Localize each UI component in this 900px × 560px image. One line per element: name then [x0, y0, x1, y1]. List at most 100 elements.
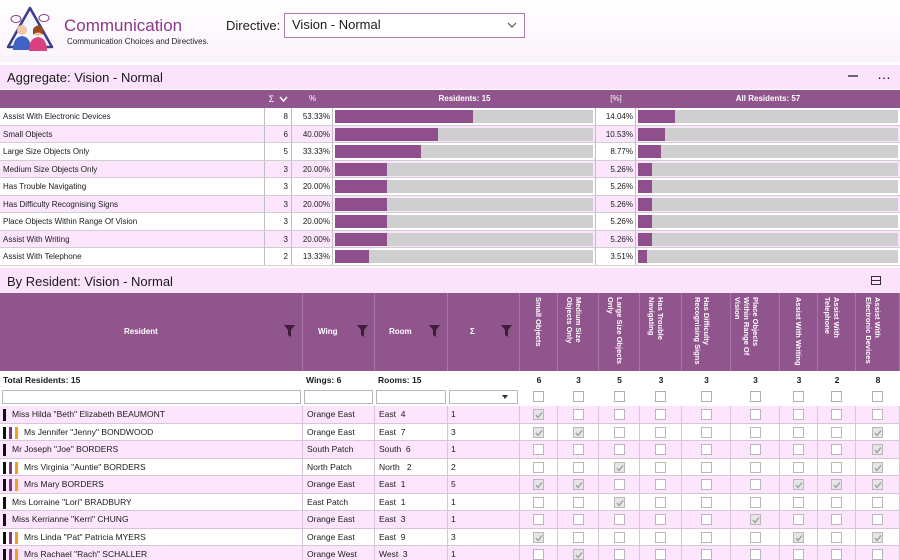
resident-checkbox[interactable]: [533, 531, 544, 543]
resident-checkbox[interactable]: [533, 479, 544, 490]
aggregate-row[interactable]: Assist With Telephone 2 13.33% 3.51%: [0, 248, 900, 266]
room-filter-input[interactable]: [376, 390, 446, 404]
resident-row[interactable]: Mr Joseph "Joe" BORDERS South Patch South …: [0, 441, 900, 459]
check-filter-checkbox[interactable]: [613, 391, 625, 402]
resident-checkbox[interactable]: [831, 531, 842, 543]
grid-view-icon[interactable]: [856, 268, 895, 293]
directive-select[interactable]: Vision - Normal: [284, 13, 525, 38]
resident-name[interactable]: Mrs Mary BORDERS: [24, 479, 104, 489]
resident-checkbox[interactable]: [872, 426, 883, 438]
resident-checkbox[interactable]: [872, 479, 883, 490]
resident-checkbox[interactable]: [613, 549, 625, 560]
filter-icon[interactable]: [501, 325, 512, 337]
filter-icon[interactable]: [429, 325, 440, 337]
resident-checkbox[interactable]: [655, 496, 666, 508]
resident-column-header[interactable]: Resident: [0, 293, 303, 371]
resident-checkbox[interactable]: [700, 514, 712, 525]
resident-checkbox[interactable]: [831, 479, 842, 490]
resident-checkbox[interactable]: [831, 514, 842, 525]
resident-name[interactable]: Ms Jennifer "Jenny" BONDWOOD: [24, 426, 154, 437]
resident-name[interactable]: Mrs Rachael "Rach" SCHALLER: [24, 549, 148, 559]
resident-checkbox[interactable]: [655, 409, 666, 420]
resident-checkbox[interactable]: [655, 549, 666, 560]
check-filter-checkbox[interactable]: [533, 391, 544, 402]
aggregate-row[interactable]: Has Difficulty Recognising Signs 3 20.00% 5…: [0, 195, 900, 213]
wing-filter-input[interactable]: [304, 390, 373, 404]
resident-name[interactable]: Mrs Virginia "Auntie" BORDERS: [24, 461, 146, 472]
aggregate-row[interactable]: Has Trouble Navigating 3 20.00% 5.26%: [0, 178, 900, 196]
resident-checkbox[interactable]: [533, 409, 544, 420]
resident-checkbox[interactable]: [613, 496, 625, 508]
resident-name[interactable]: Mr Joseph "Joe" BORDERS: [12, 444, 119, 454]
resident-checkbox[interactable]: [572, 496, 584, 508]
resident-checkbox[interactable]: [613, 531, 625, 543]
check-column-header[interactable]: Large Size Objects Only: [599, 293, 640, 371]
resident-checkbox[interactable]: [872, 409, 883, 420]
filter-icon[interactable]: [357, 325, 368, 337]
resident-checkbox[interactable]: [700, 549, 712, 560]
check-column-header[interactable]: Medium Size Objects Only: [558, 293, 599, 371]
resident-row[interactable]: Mrs Mary BORDERS Orange East East 1 5: [0, 476, 900, 494]
aggregate-row[interactable]: Medium Size Objects Only 3 20.00% 5.26%: [0, 160, 900, 178]
resident-checkbox[interactable]: [831, 409, 842, 420]
resident-checkbox[interactable]: [533, 514, 544, 525]
resident-row[interactable]: Mrs Linda "Pat" Patricia MYERS Orange Eas…: [0, 528, 900, 546]
check-filter-checkbox[interactable]: [831, 391, 842, 402]
resident-checkbox[interactable]: [572, 444, 584, 455]
resident-checkbox[interactable]: [700, 426, 712, 438]
resident-checkbox[interactable]: [613, 514, 625, 525]
room-column-header[interactable]: Room: [375, 293, 448, 371]
resident-checkbox[interactable]: [831, 549, 842, 560]
resident-checkbox[interactable]: [572, 549, 584, 560]
resident-row[interactable]: Mrs Virginia "Auntie" BORDERS North Patch…: [0, 458, 900, 476]
check-column-header[interactable]: Assist With Electronic Devices: [856, 293, 900, 371]
resident-checkbox[interactable]: [655, 479, 666, 490]
check-filter-checkbox[interactable]: [749, 391, 761, 402]
resident-checkbox[interactable]: [749, 409, 761, 420]
resident-checkbox[interactable]: [793, 479, 804, 490]
sum-sort-header[interactable]: Σ: [265, 90, 292, 108]
resident-checkbox[interactable]: [793, 549, 804, 560]
resident-name[interactable]: Mrs Linda "Pat" Patricia MYERS: [24, 531, 146, 542]
resident-row[interactable]: Mrs Lorraine "Lori" BRADBURY East Patch Ea…: [0, 493, 900, 511]
resident-checkbox[interactable]: [613, 479, 625, 490]
resident-checkbox[interactable]: [700, 409, 712, 420]
check-filter-checkbox[interactable]: [700, 391, 712, 402]
aggregate-row[interactable]: Large Size Objects Only 5 33.33% 8.77%: [0, 143, 900, 161]
resident-checkbox[interactable]: [533, 461, 544, 473]
resident-checkbox[interactable]: [572, 461, 584, 473]
resident-checkbox[interactable]: [793, 426, 804, 438]
resident-checkbox[interactable]: [872, 496, 883, 508]
resident-row[interactable]: Miss Kerrianne "Kerri" CHUNG Orange East E…: [0, 511, 900, 529]
check-filter-checkbox[interactable]: [793, 391, 804, 402]
resident-checkbox[interactable]: [793, 514, 804, 525]
resident-checkbox[interactable]: [749, 496, 761, 508]
resident-checkbox[interactable]: [700, 496, 712, 508]
resident-checkbox[interactable]: [655, 514, 666, 525]
resident-checkbox[interactable]: [572, 426, 584, 438]
resident-checkbox[interactable]: [749, 444, 761, 455]
resident-checkbox[interactable]: [700, 479, 712, 490]
resident-checkbox[interactable]: [655, 426, 666, 438]
resident-checkbox[interactable]: [613, 461, 625, 473]
check-filter-checkbox[interactable]: [655, 391, 666, 402]
resident-checkbox[interactable]: [749, 461, 761, 473]
resident-checkbox[interactable]: [749, 549, 761, 560]
resident-checkbox[interactable]: [749, 426, 761, 438]
resident-name[interactable]: Miss Kerrianne "Kerri" CHUNG: [12, 514, 129, 524]
resident-checkbox[interactable]: [533, 426, 544, 438]
resident-checkbox[interactable]: [793, 444, 804, 455]
resident-checkbox[interactable]: [700, 461, 712, 473]
resident-checkbox[interactable]: [533, 444, 544, 455]
resident-checkbox[interactable]: [872, 461, 883, 473]
resident-checkbox[interactable]: [700, 444, 712, 455]
aggregate-row[interactable]: Assist With Electronic Devices 8 53.33% 14.…: [0, 108, 900, 126]
check-column-header[interactable]: Assist With Writing: [780, 293, 818, 371]
resident-checkbox[interactable]: [872, 444, 883, 455]
resident-checkbox[interactable]: [793, 531, 804, 543]
resident-checkbox[interactable]: [872, 514, 883, 525]
resident-filter-input[interactable]: [2, 390, 301, 404]
resident-checkbox[interactable]: [533, 549, 544, 560]
more-options-icon[interactable]: …: [877, 66, 892, 82]
resident-name[interactable]: Miss Hilda "Beth" Elizabeth BEAUMONT: [12, 409, 165, 419]
